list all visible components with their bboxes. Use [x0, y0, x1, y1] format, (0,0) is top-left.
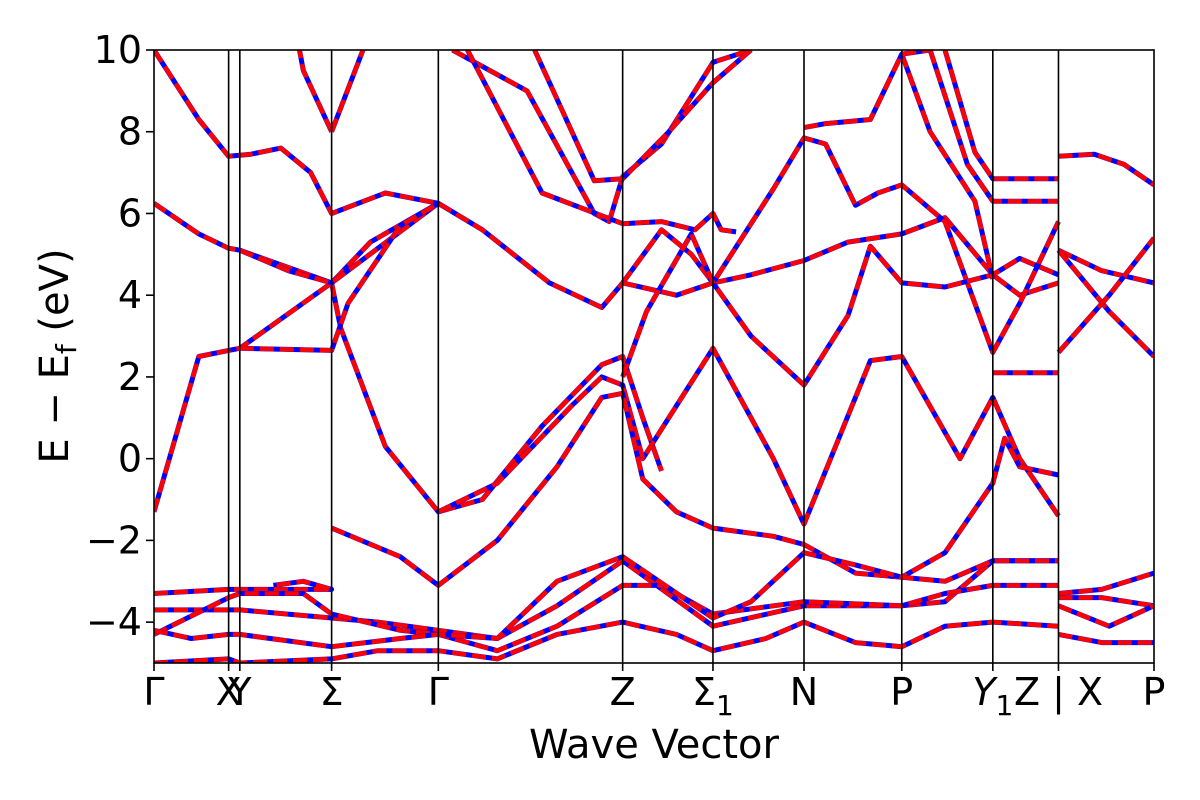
x-tick-label: Γ: [428, 670, 449, 714]
y-tick-label: −4: [86, 600, 142, 644]
band-line-red: [1056, 236, 1154, 354]
band-line-red: [329, 50, 366, 133]
y-tick-label: 6: [118, 191, 142, 235]
band-line-red: [1058, 570, 1154, 596]
x-tick-label: Σ: [320, 670, 344, 714]
plot-area: [154, 50, 1154, 663]
y-tick-label: 10: [94, 28, 142, 72]
band-line-red: [1058, 151, 1154, 187]
band-line-red: [927, 50, 1059, 204]
y-tick-label: 4: [118, 273, 142, 317]
band-line-red: [238, 201, 440, 286]
band-line-red: [1058, 632, 1154, 645]
band-line-red: [154, 550, 1059, 649]
x-tick-label: Z | X: [1014, 670, 1103, 715]
x-tick-label: Z: [610, 670, 636, 714]
band-line-red: [532, 50, 753, 184]
band-line-red: [899, 53, 995, 280]
x-tick-label: Y1: [972, 670, 1013, 722]
y-axis-title-main: E − E: [32, 354, 78, 464]
x-tick-label: P: [1143, 670, 1166, 714]
x-tick-label: P: [890, 670, 913, 714]
x-tick-label: X: [216, 670, 242, 714]
kpoint-lines: [227, 50, 1060, 663]
band-line-red: [329, 282, 664, 515]
x-axis-title: Wave Vector: [529, 722, 780, 768]
band-line-red: [1057, 248, 1154, 286]
x-axis-ticks: Γ XY Σ Γ Z Σ1 N P Y1 Z | X P: [143, 663, 1165, 722]
band-line-red: [451, 50, 752, 224]
x-tick-label: Σ1: [692, 670, 734, 722]
y-axis-title-sub: f: [50, 343, 83, 354]
band-line-red: [942, 50, 1059, 181]
x-tick-label: Γ: [143, 670, 164, 714]
x-tick-label: Y: [227, 670, 252, 714]
y-axis-title-unit: (eV): [32, 248, 78, 344]
band-line-red: [154, 619, 1059, 663]
band-line-red: [1057, 603, 1154, 629]
x-tick-label: N: [790, 670, 818, 714]
y-tick-label: −2: [86, 518, 142, 562]
band-line-red: [154, 579, 334, 596]
band-line-red: [1056, 248, 1154, 359]
band-line-red: [239, 201, 440, 353]
y-tick-label: 8: [118, 110, 142, 154]
band-line-red: [803, 50, 931, 130]
band-line-red: [1058, 595, 1154, 609]
y-tick-label: 0: [118, 437, 142, 481]
band-line-red: [154, 583, 1059, 653]
band-line-red: [297, 50, 334, 133]
band-line-red: [465, 50, 737, 235]
band-line-red: [620, 215, 1060, 298]
y-axis-ticks: −4 −2 0 2 4 6 8 10: [86, 28, 154, 644]
plot-frame: [153, 49, 1155, 664]
y-axis-title: E − Ef (eV): [32, 248, 83, 463]
band-line-red: [154, 558, 1059, 641]
y-tick-label: 2: [118, 355, 142, 399]
band-line-red: [437, 346, 1061, 527]
